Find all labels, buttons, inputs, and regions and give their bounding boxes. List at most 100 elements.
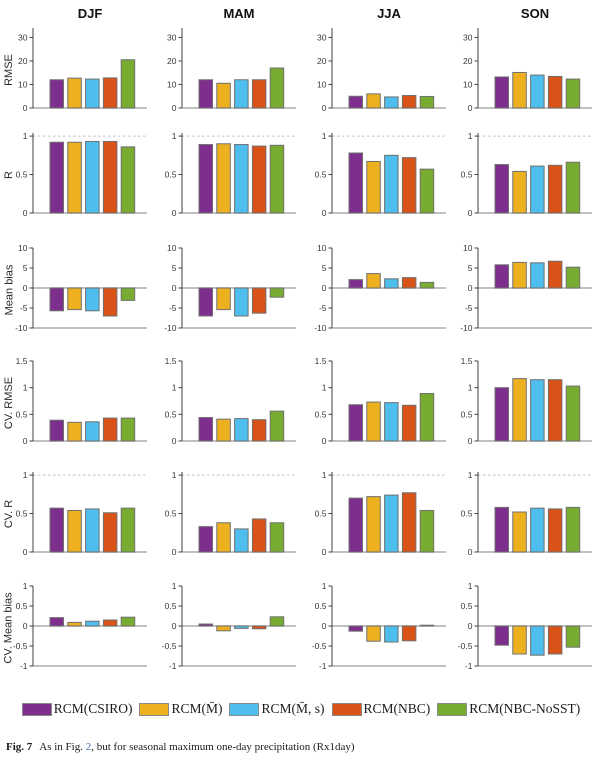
chart-panel-cv-r-mam: 0 0.5 1 [149, 464, 299, 564]
legend-label: RCM(M̄, s) [261, 701, 325, 716]
legend-swatch-rcm-m-s [229, 702, 260, 716]
svg-text:1: 1 [322, 470, 327, 480]
svg-text:30: 30 [317, 32, 327, 42]
svg-text:1.5: 1.5 [16, 356, 28, 366]
svg-text:1: 1 [23, 131, 28, 141]
svg-text:30: 30 [18, 32, 28, 42]
chart-panel-r-son: 0 0.5 1 [445, 125, 595, 225]
svg-text:-10: -10 [460, 323, 473, 333]
chart-panel-cv-mean-bias-djf: -1 -0.5 0 0.5 1 [0, 578, 150, 678]
chart-panel-rmse-mam: 0 10 20 30 [149, 20, 299, 120]
svg-text:0.5: 0.5 [16, 409, 28, 419]
svg-text:-10: -10 [314, 323, 327, 333]
svg-text:0: 0 [322, 208, 327, 218]
svg-text:30: 30 [167, 32, 177, 42]
legend-item-rcm-nbc-nosst: RCM(NBC-NoSST) [437, 701, 580, 717]
chart-panel-cv-mean-bias-jja: -1 -0.5 0 0.5 1 [299, 578, 449, 678]
caption-text: As in Fig. [39, 741, 86, 753]
chart-panel-cv-r-jja: 0 0.5 1 [299, 464, 449, 564]
svg-text:0: 0 [468, 208, 473, 218]
svg-text:-0.5: -0.5 [13, 641, 28, 651]
chart-panel-r-mam: 0 0.5 1 [149, 125, 299, 225]
legend-item-rcm-m-s: RCM(M̄, s) [229, 701, 325, 717]
svg-text:0: 0 [172, 621, 177, 631]
svg-text:0.5: 0.5 [315, 509, 327, 519]
svg-text:0: 0 [468, 103, 473, 113]
svg-text:0: 0 [172, 103, 177, 113]
svg-text:0.5: 0.5 [461, 509, 473, 519]
svg-text:20: 20 [317, 56, 327, 66]
svg-text:0.5: 0.5 [16, 170, 28, 180]
svg-text:0.5: 0.5 [165, 170, 177, 180]
svg-text:0.5: 0.5 [315, 409, 327, 419]
legend-swatch-rcm-nbc [331, 702, 362, 716]
svg-text:0.5: 0.5 [315, 601, 327, 611]
svg-text:0.5: 0.5 [16, 509, 28, 519]
chart-panel-r-djf: 0 0.5 1 [0, 125, 150, 225]
svg-text:0.5: 0.5 [461, 409, 473, 419]
svg-text:-5: -5 [169, 303, 177, 313]
svg-text:-1: -1 [20, 661, 28, 671]
svg-text:1: 1 [322, 581, 327, 591]
svg-text:10: 10 [317, 79, 327, 89]
svg-text:-1: -1 [465, 661, 473, 671]
svg-text:-0.5: -0.5 [458, 641, 473, 651]
svg-text:0: 0 [23, 547, 28, 557]
svg-text:-10: -10 [15, 323, 28, 333]
chart-panel-r-jja: 0 0.5 1 [299, 125, 449, 225]
legend-label: RCM(CSIRO) [53, 701, 133, 716]
svg-text:1: 1 [322, 383, 327, 393]
svg-text:0: 0 [172, 283, 177, 293]
column-title-djf: DJF [77, 6, 103, 21]
svg-text:10: 10 [463, 243, 473, 253]
svg-text:-10: -10 [164, 323, 177, 333]
svg-text:0: 0 [23, 621, 28, 631]
svg-text:0: 0 [23, 103, 28, 113]
svg-text:1: 1 [468, 581, 473, 591]
svg-text:0.5: 0.5 [165, 509, 177, 519]
svg-text:30: 30 [463, 32, 473, 42]
svg-text:0.5: 0.5 [165, 601, 177, 611]
svg-text:0: 0 [322, 103, 327, 113]
svg-text:-1: -1 [169, 661, 177, 671]
figure-2-link[interactable]: 2 [85, 741, 92, 753]
chart-panel-rmse-djf: 0 10 20 30 [0, 20, 150, 120]
svg-text:5: 5 [23, 263, 28, 273]
svg-text:-1: -1 [319, 661, 327, 671]
column-title-son: SON [520, 6, 550, 21]
chart-panel-cv-rmse-djf: 0 0.5 1 1.5 [0, 353, 150, 453]
svg-text:1: 1 [468, 470, 473, 480]
svg-text:1: 1 [468, 383, 473, 393]
svg-text:1: 1 [23, 383, 28, 393]
svg-text:-0.5: -0.5 [312, 641, 327, 651]
svg-text:20: 20 [463, 56, 473, 66]
svg-text:10: 10 [18, 79, 28, 89]
svg-text:0.5: 0.5 [16, 601, 28, 611]
svg-text:0: 0 [468, 283, 473, 293]
chart-panel-mean-bias-son: -10 -5 0 5 10 [445, 240, 595, 340]
svg-text:1.5: 1.5 [461, 356, 473, 366]
svg-text:0: 0 [468, 547, 473, 557]
legend-item-rcm-m: RCM(M̄) [139, 701, 222, 717]
svg-text:0: 0 [468, 621, 473, 631]
chart-panel-cv-r-djf: 0 0.5 1 [0, 464, 150, 564]
svg-text:0: 0 [468, 436, 473, 446]
caption-text: , but for seasonal maximum one-day preci… [91, 741, 355, 753]
svg-text:0: 0 [322, 547, 327, 557]
legend: RCM(CSIRO) RCM(M̄) RCM(M̄, s) RCM(NBC) R… [0, 701, 602, 717]
column-title-mam: MAM [223, 6, 255, 21]
svg-text:1: 1 [23, 581, 28, 591]
svg-text:0: 0 [23, 208, 28, 218]
svg-text:0.5: 0.5 [461, 601, 473, 611]
svg-text:0: 0 [23, 436, 28, 446]
svg-text:10: 10 [167, 79, 177, 89]
legend-item-rcm-csiro: RCM(CSIRO) [21, 701, 133, 717]
svg-text:1: 1 [172, 383, 177, 393]
svg-text:-5: -5 [465, 303, 473, 313]
chart-panel-cv-rmse-jja: 0 0.5 1 1.5 [299, 353, 449, 453]
chart-panel-rmse-jja: 0 10 20 30 [299, 20, 449, 120]
svg-text:10: 10 [167, 243, 177, 253]
legend-label: RCM(M̄) [171, 701, 223, 716]
legend-swatch-rcm-m [139, 702, 170, 716]
